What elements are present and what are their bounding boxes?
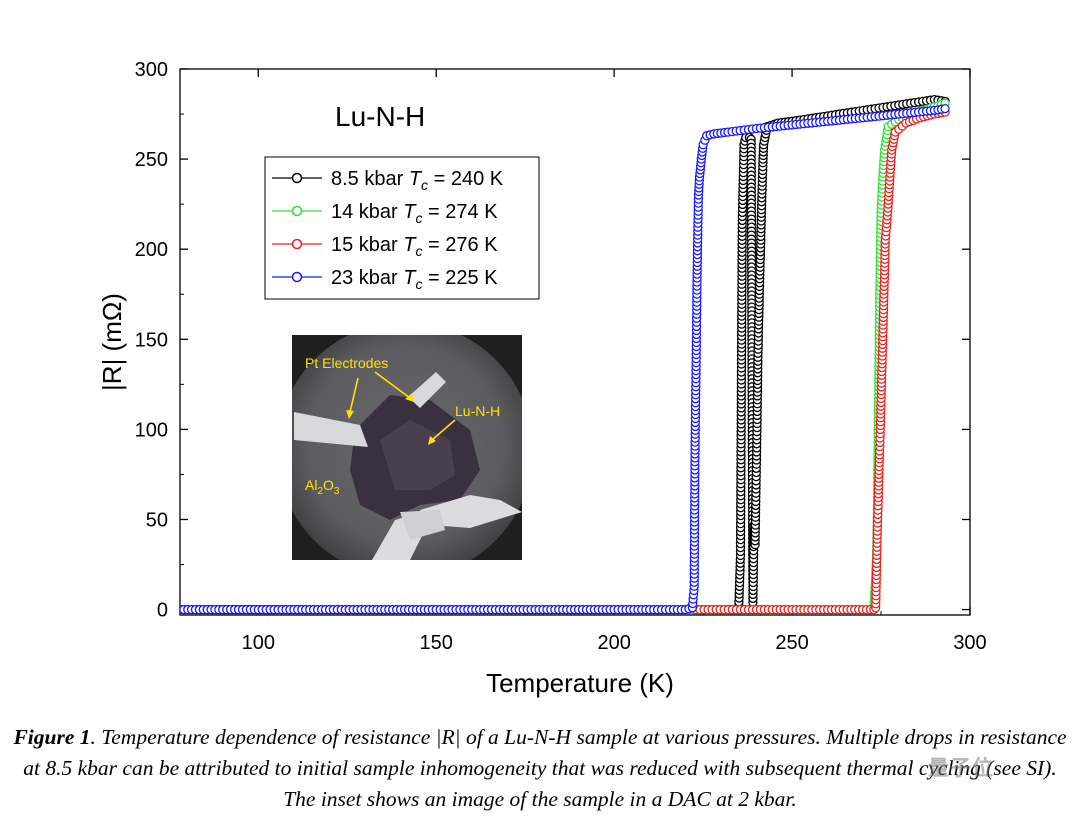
y-tick-label-0: 0 (157, 600, 168, 622)
chart-title: Lu-N-H (335, 101, 425, 132)
legend-marker-1 (291, 205, 303, 217)
legend-label-3: 23 kbar Tc = 225 K (331, 267, 498, 292)
x-tick-label-100: 100 (242, 632, 275, 654)
legend: 8.5 kbar Tc = 240 K 14 kbar Tc = 274 K 15 … (264, 156, 540, 300)
y-tick-label-150: 150 (135, 329, 168, 351)
legend-marker-2 (291, 238, 303, 250)
caption-text: . Temperature dependence of resistance |… (23, 725, 1067, 811)
y-axis-label: |R| (mΩ) (97, 293, 127, 391)
legend-marker-3 (291, 271, 303, 283)
x-tick-label-200: 200 (597, 632, 630, 654)
x-tick-label-150: 150 (420, 632, 453, 654)
legend-label-2: 15 kbar Tc = 276 K (331, 234, 498, 259)
y-tick-label-200: 200 (135, 239, 168, 261)
legend-label-1: 14 kbar Tc = 274 K (331, 201, 498, 226)
series-layer (180, 94, 950, 615)
y-tick-label-100: 100 (135, 419, 168, 441)
x-tick-label-300: 300 (953, 632, 986, 654)
inset-label-electrodes: Pt Electrodes (305, 355, 388, 371)
watermark: 量子位 (928, 756, 994, 780)
figure-caption: Figure 1. Temperature dependence of resi… (10, 722, 1070, 815)
legend-label-0: 8.5 kbar Tc = 240 K (331, 168, 504, 193)
chart: 100 150 200 250 300 0 50 100 150 200 250 300 Pt Ele… (97, 59, 987, 698)
axis-ticks: 100 150 200 250 300 0 50 100 150 200 250 300 (135, 59, 987, 654)
legend-marker-0 (291, 172, 303, 184)
x-tick-label-250: 250 (775, 632, 808, 654)
x-axis-label: Temperature (K) (486, 668, 674, 698)
series-point-3 (940, 103, 950, 114)
inset-label-substrate: Al2O3 (305, 477, 340, 497)
y-tick-label-50: 50 (146, 509, 168, 531)
caption-lead: Figure 1 (13, 725, 91, 749)
inset-label-sample: Lu-N-H (455, 403, 500, 419)
y-tick-label-250: 250 (135, 149, 168, 171)
y-tick-label-300: 300 (135, 59, 168, 81)
legend-box (264, 156, 540, 300)
inset-sample-image (292, 335, 522, 560)
